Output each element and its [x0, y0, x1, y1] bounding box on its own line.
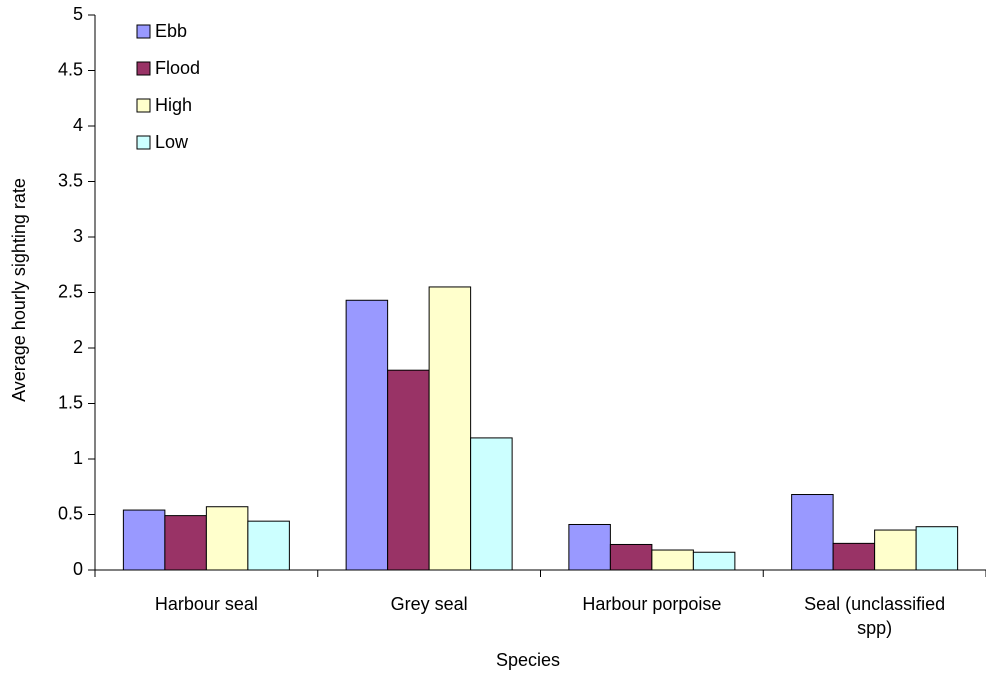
- legend-swatch: [136, 61, 151, 76]
- bar: [345, 299, 389, 571]
- legend-swatch: [136, 24, 151, 39]
- y-tick-label: 4: [73, 115, 83, 135]
- bar: [915, 526, 959, 571]
- bar: [428, 286, 472, 571]
- y-tick-label: 0.5: [58, 503, 83, 523]
- bar: [874, 529, 917, 571]
- y-tick-label: 5: [73, 4, 83, 24]
- y-tick-label: 0: [73, 559, 83, 579]
- bar: [609, 543, 653, 571]
- legend-label: Ebb: [155, 21, 187, 41]
- bar: [568, 523, 611, 571]
- legend-swatch: [136, 135, 151, 150]
- y-tick-label: 1: [73, 448, 83, 468]
- y-tick-label: 3: [73, 226, 83, 246]
- legend-swatch: [136, 98, 151, 113]
- legend-label: Low: [155, 132, 189, 152]
- bar: [205, 506, 249, 571]
- legend-label: Flood: [155, 58, 200, 78]
- x-axis-label: Species: [496, 650, 560, 670]
- x-tick-label: Seal (unclassified spp): [804, 594, 946, 638]
- y-tick-label: 4.5: [58, 59, 83, 79]
- bar: [247, 520, 290, 571]
- y-tick-label: 2: [73, 337, 83, 357]
- bar: [832, 542, 876, 571]
- y-axis-label: Average hourly sighting rate: [9, 178, 29, 402]
- x-tick-label: Harbour seal: [154, 594, 258, 614]
- bar: [164, 515, 207, 571]
- bar: [387, 369, 430, 571]
- y-tick-label: 2.5: [58, 281, 83, 301]
- legend-label: High: [155, 95, 192, 115]
- bar: [692, 551, 736, 571]
- bar: [651, 549, 694, 571]
- bar: [470, 437, 513, 571]
- x-tick-label: Harbour porpoise: [582, 594, 722, 614]
- x-tick-label: Grey seal: [390, 594, 468, 614]
- bar: [791, 494, 834, 571]
- y-tick-label: 1.5: [58, 392, 83, 412]
- y-tick-label: 3.5: [58, 170, 83, 190]
- bar: [122, 509, 166, 571]
